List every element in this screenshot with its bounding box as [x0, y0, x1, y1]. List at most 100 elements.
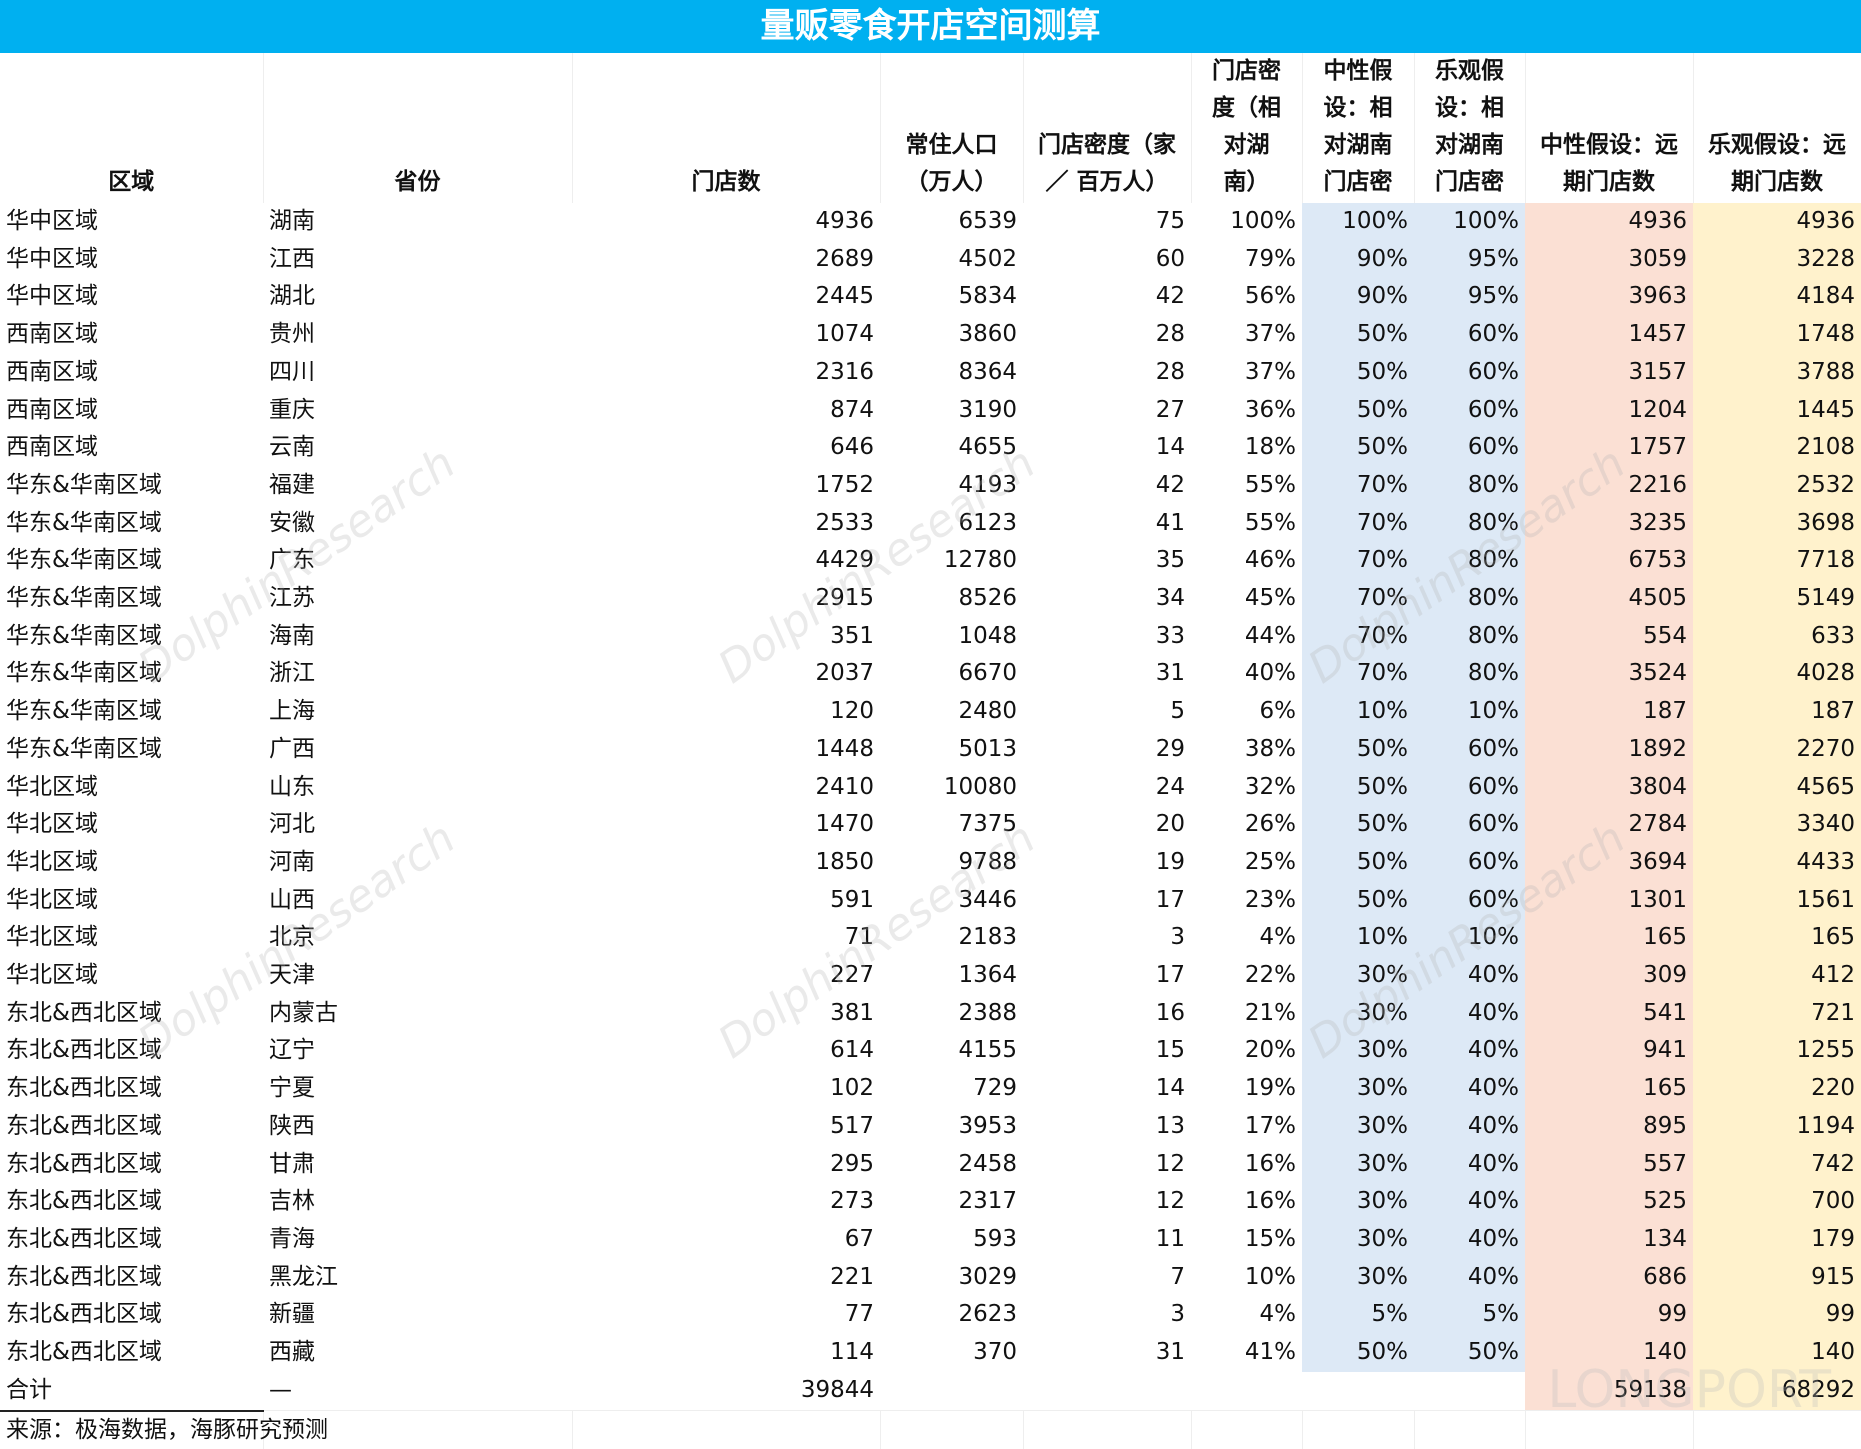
table-cell: 15: [1023, 1032, 1191, 1070]
table-cell: 721: [1693, 995, 1861, 1033]
table-cell: 19%: [1191, 1070, 1302, 1108]
table-cell: 华北区域: [0, 957, 263, 995]
table-cell: 100%: [1414, 203, 1525, 241]
table-cell: 4936: [572, 203, 880, 241]
table-cell: 13: [1023, 1108, 1191, 1146]
table-cell: 东北&西北区域: [0, 1221, 263, 1259]
empty-cell: [572, 1411, 880, 1449]
table-cell: 42: [1023, 278, 1191, 316]
table-cell: 1748: [1693, 316, 1861, 354]
total-cell: 59138: [1525, 1372, 1693, 1411]
table-cell: 3963: [1525, 278, 1693, 316]
table-cell: 10%: [1414, 919, 1525, 957]
table-cell: 10%: [1302, 919, 1414, 957]
table-cell: 10%: [1191, 1259, 1302, 1297]
table-cell: 7718: [1693, 542, 1861, 580]
table-cell: 华北区域: [0, 769, 263, 807]
table-cell: 海南: [263, 618, 572, 656]
table-cell: 华北区域: [0, 882, 263, 920]
table-cell: 221: [572, 1259, 880, 1297]
table-cell: 23%: [1191, 882, 1302, 920]
table-cell: 30%: [1302, 995, 1414, 1033]
table-cell: 70%: [1302, 505, 1414, 543]
table-cell: 90%: [1302, 241, 1414, 279]
table-cell: 河南: [263, 844, 572, 882]
table-cell: 35: [1023, 542, 1191, 580]
table-cell: 华东&华南区域: [0, 618, 263, 656]
table-cell: 100%: [1302, 203, 1414, 241]
table-cell: 517: [572, 1108, 880, 1146]
table-cell: 2388: [880, 995, 1023, 1033]
table-cell: 45%: [1191, 580, 1302, 618]
total-cell: 68292: [1693, 1372, 1861, 1411]
table-cell: 40%: [1414, 957, 1525, 995]
table-cell: 40%: [1414, 995, 1525, 1033]
table-cell: 华东&华南区域: [0, 693, 263, 731]
table-cell: 1074: [572, 316, 880, 354]
table-cell: 2623: [880, 1296, 1023, 1334]
table-cell: 614: [572, 1032, 880, 1070]
table-cell: 东北&西北区域: [0, 1146, 263, 1184]
table-cell: 50%: [1302, 429, 1414, 467]
table-cell: 15%: [1191, 1221, 1302, 1259]
table-cell: 351: [572, 618, 880, 656]
table-cell: 1561: [1693, 882, 1861, 920]
table-cell: 100%: [1191, 203, 1302, 241]
table-cell: 广西: [263, 731, 572, 769]
table-cell: 2480: [880, 693, 1023, 731]
table-cell: 525: [1525, 1183, 1693, 1221]
table-cell: 557: [1525, 1146, 1693, 1184]
table-cell: 6670: [880, 655, 1023, 693]
table-cell: 99: [1525, 1296, 1693, 1334]
table-cell: 102: [572, 1070, 880, 1108]
column-header: 省份: [263, 53, 572, 203]
table-cell: 187: [1525, 693, 1693, 731]
table-cell: 西南区域: [0, 354, 263, 392]
table-cell: 412: [1693, 957, 1861, 995]
column-header: 门店密度（家 ／ 百万人）: [1023, 53, 1191, 203]
table-cell: 东北&西北区域: [0, 1259, 263, 1297]
table-cell: 华北区域: [0, 919, 263, 957]
table-cell: 31: [1023, 655, 1191, 693]
table-cell: 4028: [1693, 655, 1861, 693]
table-cell: 71: [572, 919, 880, 957]
table-cell: 50%: [1302, 392, 1414, 430]
store-space-table: 区域省份门店数常住人口 （万人）门店密度（家 ／ 百万人）门店密 度（相 对湖 …: [0, 53, 1861, 1449]
table-cell: 华北区域: [0, 806, 263, 844]
table-cell: 1752: [572, 467, 880, 505]
table-cell: 75: [1023, 203, 1191, 241]
table-cell: 3340: [1693, 806, 1861, 844]
table-cell: 554: [1525, 618, 1693, 656]
empty-cell: [1525, 1411, 1693, 1449]
table-cell: 1194: [1693, 1108, 1861, 1146]
table-cell: 55%: [1191, 467, 1302, 505]
table-cell: 16: [1023, 995, 1191, 1033]
table-cell: 3190: [880, 392, 1023, 430]
table-cell: 50%: [1302, 806, 1414, 844]
table-cell: 42: [1023, 467, 1191, 505]
table-cell: 40%: [1414, 1070, 1525, 1108]
table-cell: 山西: [263, 882, 572, 920]
table-cell: 4184: [1693, 278, 1861, 316]
column-header: 门店数: [572, 53, 880, 203]
table-cell: 60%: [1414, 392, 1525, 430]
table-cell: 2445: [572, 278, 880, 316]
table-cell: 140: [1525, 1334, 1693, 1372]
table-cell: 50%: [1414, 1334, 1525, 1372]
table-cell: 3228: [1693, 241, 1861, 279]
table-cell: 60%: [1414, 429, 1525, 467]
table-cell: 80%: [1414, 467, 1525, 505]
table-cell: 1255: [1693, 1032, 1861, 1070]
table-cell: 120: [572, 693, 880, 731]
table-cell: 99: [1693, 1296, 1861, 1334]
table-cell: 591: [572, 882, 880, 920]
